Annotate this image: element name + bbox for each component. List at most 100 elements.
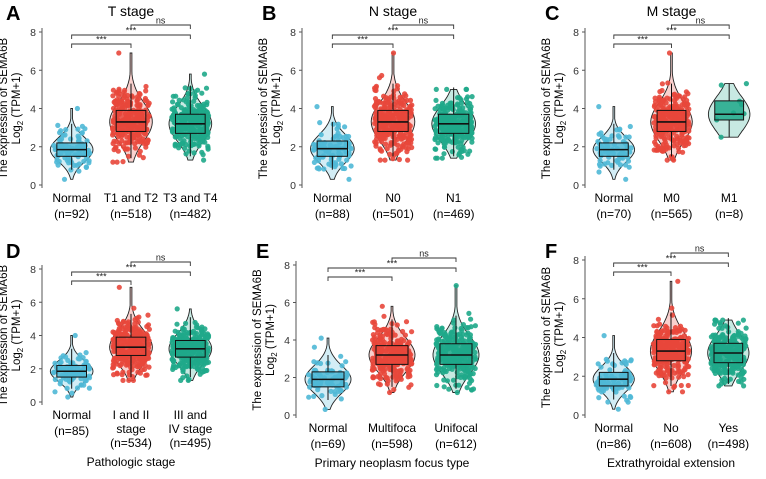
y-tick-label: 0 <box>290 180 296 192</box>
data-point <box>607 367 613 373</box>
y-tick-label: 2 <box>30 142 36 154</box>
data-point <box>626 134 632 140</box>
data-point <box>617 162 624 168</box>
data-point <box>205 110 211 116</box>
data-point <box>652 102 658 108</box>
data-point <box>403 319 410 325</box>
significance-bracket <box>71 34 191 39</box>
data-point <box>709 344 715 350</box>
data-point <box>336 156 342 162</box>
data-point <box>342 124 348 130</box>
data-point <box>627 123 633 130</box>
data-point <box>183 320 189 326</box>
data-point <box>628 394 634 400</box>
y-tick-label: 6 <box>284 298 290 310</box>
data-point <box>134 97 140 103</box>
data-point <box>742 333 748 339</box>
data-point <box>199 369 205 375</box>
data-point <box>120 369 126 375</box>
significance-label: ns <box>695 244 705 254</box>
data-point <box>57 378 64 384</box>
data-point <box>200 139 206 145</box>
data-point <box>84 138 90 144</box>
data-point <box>390 50 397 56</box>
data-point <box>669 305 675 311</box>
data-point <box>134 364 140 370</box>
data-point <box>664 144 670 150</box>
y-tick-label: 8 <box>290 27 296 39</box>
data-point <box>657 321 663 327</box>
data-point <box>382 157 388 163</box>
data-point <box>441 151 447 157</box>
data-point <box>336 388 342 394</box>
data-point <box>332 133 339 139</box>
data-point <box>385 100 391 106</box>
data-point <box>391 95 397 101</box>
significance-bracket <box>71 43 132 48</box>
data-point <box>441 377 447 383</box>
data-point <box>434 382 440 389</box>
data-point <box>391 387 397 393</box>
data-point <box>115 320 122 326</box>
data-point <box>596 161 603 167</box>
significance-label: *** <box>637 35 648 45</box>
data-point <box>611 362 618 368</box>
data-point <box>176 97 182 103</box>
data-point <box>114 361 120 367</box>
x-n-label: (n=70) <box>596 207 631 221</box>
data-point <box>463 86 469 92</box>
significance-bracket <box>327 276 393 281</box>
data-point <box>125 360 132 367</box>
data-point <box>68 136 74 142</box>
data-point <box>408 113 414 119</box>
data-point <box>193 324 199 330</box>
data-point <box>396 368 402 374</box>
data-point <box>621 393 627 399</box>
data-point <box>390 367 396 374</box>
data-point <box>609 162 615 168</box>
data-point <box>465 367 471 373</box>
data-point <box>434 342 440 348</box>
data-point <box>115 148 121 154</box>
data-point <box>460 365 466 371</box>
data-point <box>675 278 681 284</box>
significance-bracket <box>130 24 191 29</box>
data-point <box>343 384 350 390</box>
data-point <box>398 376 404 382</box>
panel-f: F The expression of SEMA6B Log2 (TPM+1) 0 2 4… <box>541 241 750 470</box>
data-point <box>123 140 129 146</box>
data-point <box>651 383 657 389</box>
data-point <box>343 133 349 139</box>
x-label: Normal <box>309 421 348 435</box>
x-n-label: (n=86) <box>596 437 631 451</box>
data-point <box>614 127 620 133</box>
data-point <box>596 395 602 401</box>
data-point <box>682 367 688 373</box>
group-0: Normal (n=85) <box>49 332 94 438</box>
data-point <box>135 369 141 375</box>
data-point <box>112 355 118 361</box>
data-point <box>433 128 439 134</box>
data-point <box>653 147 659 153</box>
data-point <box>68 167 74 173</box>
data-point <box>169 116 175 122</box>
data-point <box>672 91 678 97</box>
significance-label: *** <box>666 254 677 264</box>
data-point <box>442 332 449 338</box>
data-point <box>670 329 677 335</box>
data-point <box>743 343 749 349</box>
data-point <box>463 96 470 102</box>
x-n-label: (n=498) <box>707 437 749 451</box>
group-0: Normal (n=69) <box>304 335 352 451</box>
x-n-label: (n=92) <box>54 207 89 221</box>
data-point <box>81 158 87 164</box>
data-point <box>596 169 602 175</box>
data-point <box>321 166 327 172</box>
data-point <box>136 357 142 363</box>
y-tick-label: 0 <box>30 180 36 192</box>
significance-bracket <box>613 262 729 267</box>
data-point <box>200 152 206 158</box>
x-label: T1 and T2 <box>104 191 159 205</box>
data-point <box>675 361 681 367</box>
